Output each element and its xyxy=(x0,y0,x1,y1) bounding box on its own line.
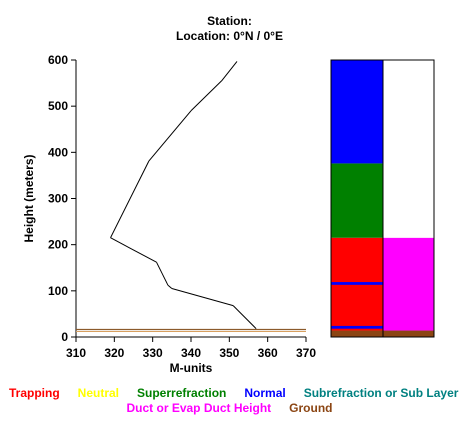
layer-segment xyxy=(331,60,383,164)
profile-segment xyxy=(167,284,173,289)
profile-segment xyxy=(232,305,257,330)
x-axis-title: M-units xyxy=(170,361,213,375)
y-axis-title: Height (meters) xyxy=(22,154,36,242)
profile-segment xyxy=(110,237,157,263)
x-tick-label: 340 xyxy=(181,346,201,360)
y-tick-label: 600 xyxy=(48,53,68,67)
layer-segment xyxy=(383,60,434,238)
legend-item: Duct or Evap Duct Height xyxy=(126,401,272,415)
profile-segment xyxy=(221,61,238,82)
plot-area: 310 320 330 340 350 360 370 0 100 200 300 400 500 600… xyxy=(22,53,316,375)
profile-segment xyxy=(171,288,234,307)
profile-segment xyxy=(156,261,169,286)
y-tick-label: 500 xyxy=(48,99,68,113)
layer-segment xyxy=(331,163,383,238)
legend-item: Trapping xyxy=(9,386,60,400)
x-tick-label: 370 xyxy=(296,346,316,360)
location-label: Location: 0°N / 0°E xyxy=(176,29,283,43)
profile-segment xyxy=(190,80,223,112)
profile-segment xyxy=(110,160,150,238)
legend-item: Superrefraction xyxy=(137,386,227,400)
x-tick-label: 350 xyxy=(219,346,239,360)
x-tick-label: 320 xyxy=(104,346,124,360)
legend-item: Subrefraction or Sub Layer xyxy=(303,386,459,400)
y-tick-label: 400 xyxy=(48,145,68,159)
x-tick-label: 330 xyxy=(143,346,163,360)
x-tick-label: 310 xyxy=(66,346,86,360)
profile-segment xyxy=(148,110,192,162)
legend-item: Normal xyxy=(244,386,286,400)
layer-segment xyxy=(383,330,434,337)
layer-segment xyxy=(331,330,383,337)
station-label: Station: xyxy=(207,14,252,28)
y-tick-label: 200 xyxy=(48,238,68,252)
y-tick-label: 300 xyxy=(48,192,68,206)
y-tick-label: 0 xyxy=(61,330,68,344)
layer-segment xyxy=(383,237,434,331)
refractivity-chart: 310 320 330 340 350 360 370 0 100 200 300 400 500 600… xyxy=(22,53,435,375)
normal-band xyxy=(331,282,383,285)
legend: Trapping Neutral Superrefraction Normal Subr… xyxy=(0,386,459,400)
layer-strip xyxy=(330,59,435,338)
normal-band xyxy=(331,325,383,329)
x-tick-label: 360 xyxy=(258,346,278,360)
y-tick-label: 100 xyxy=(48,284,68,298)
legend-item: Ground xyxy=(289,401,333,415)
station-header: Station: Location: 0°N / 0°E xyxy=(0,14,459,44)
legend-row-2: Duct or Evap Duct Height Ground xyxy=(0,401,459,415)
legend-item: Neutral xyxy=(77,386,120,400)
